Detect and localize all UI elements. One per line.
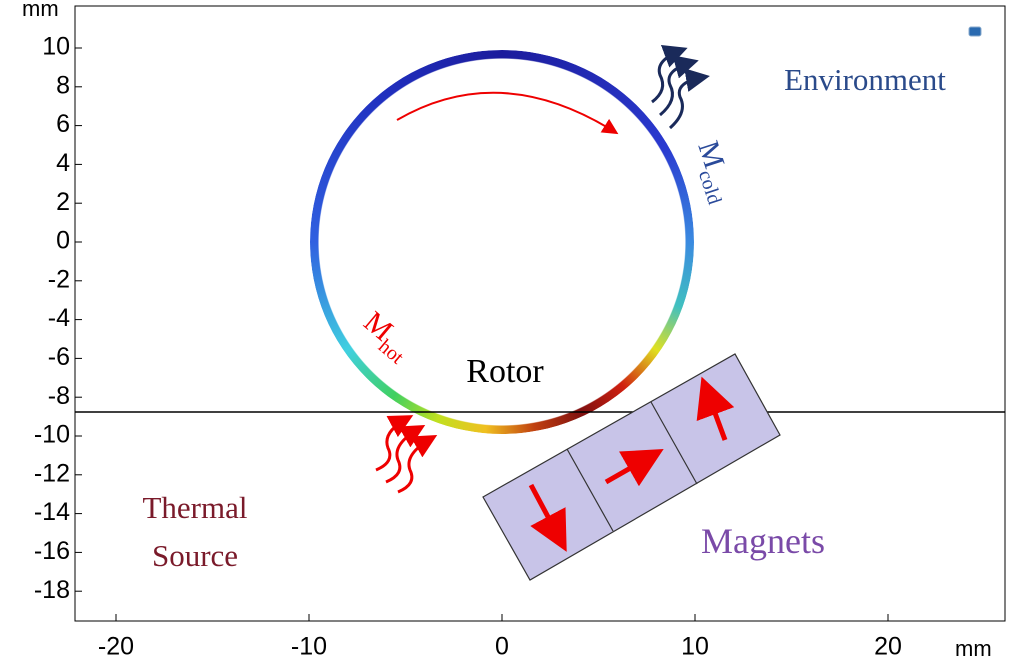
source-label: Source <box>152 538 238 573</box>
diagram: -20-10010201086420-2-4-6-8-10-12-14-16-1… <box>0 0 1010 663</box>
rotor-label: Rotor <box>466 353 544 390</box>
m-hot-label: Mhot <box>354 305 419 369</box>
thermal-label: Thermal <box>142 490 247 525</box>
magnets-label: Magnets <box>701 521 825 561</box>
m-cold-label: Mcold <box>686 137 742 207</box>
rotation-arrow <box>397 93 615 132</box>
hot-flux <box>376 418 432 492</box>
overlay: Environment Mcold Mhot Rotor Thermal Sou… <box>0 0 1010 663</box>
m-cold-sub: cold <box>694 168 726 208</box>
view-icon <box>969 27 981 36</box>
m-cold-main: M <box>691 137 731 173</box>
environment-label: Environment <box>784 62 946 97</box>
cold-flux <box>652 50 704 128</box>
